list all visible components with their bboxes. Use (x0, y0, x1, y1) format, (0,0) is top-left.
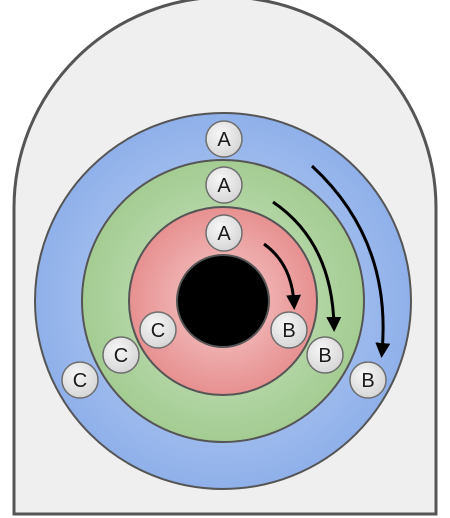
inner-rotation-arrow (263, 242, 302, 310)
outer-marker-c: C (61, 361, 99, 399)
outer-marker-c-label: C (73, 370, 87, 392)
outer-marker-a: A (205, 120, 243, 158)
inner-marker-b-label: B (282, 320, 295, 342)
inner-marker-a: A (205, 214, 243, 252)
outer-marker-b: B (349, 361, 387, 399)
middle-marker-b: B (306, 336, 344, 374)
outer-marker-b-label: B (361, 370, 374, 392)
inner-marker-a-label: A (217, 223, 231, 245)
middle-marker-a-label: A (217, 175, 231, 197)
middle-marker-c-label: C (114, 345, 128, 367)
outer-rotation-arrow (310, 164, 391, 358)
inner-marker-c-label: C (151, 320, 165, 342)
center-hole (176, 254, 270, 348)
middle-marker-c: C (102, 336, 140, 374)
middle-marker-b-label: B (318, 345, 331, 367)
outer-marker-a-label: A (217, 129, 231, 151)
inner-marker-c: C (139, 311, 177, 349)
inner-marker-b: B (270, 311, 308, 349)
middle-marker-a: A (205, 166, 243, 204)
middle-rotation-arrow (272, 200, 342, 332)
